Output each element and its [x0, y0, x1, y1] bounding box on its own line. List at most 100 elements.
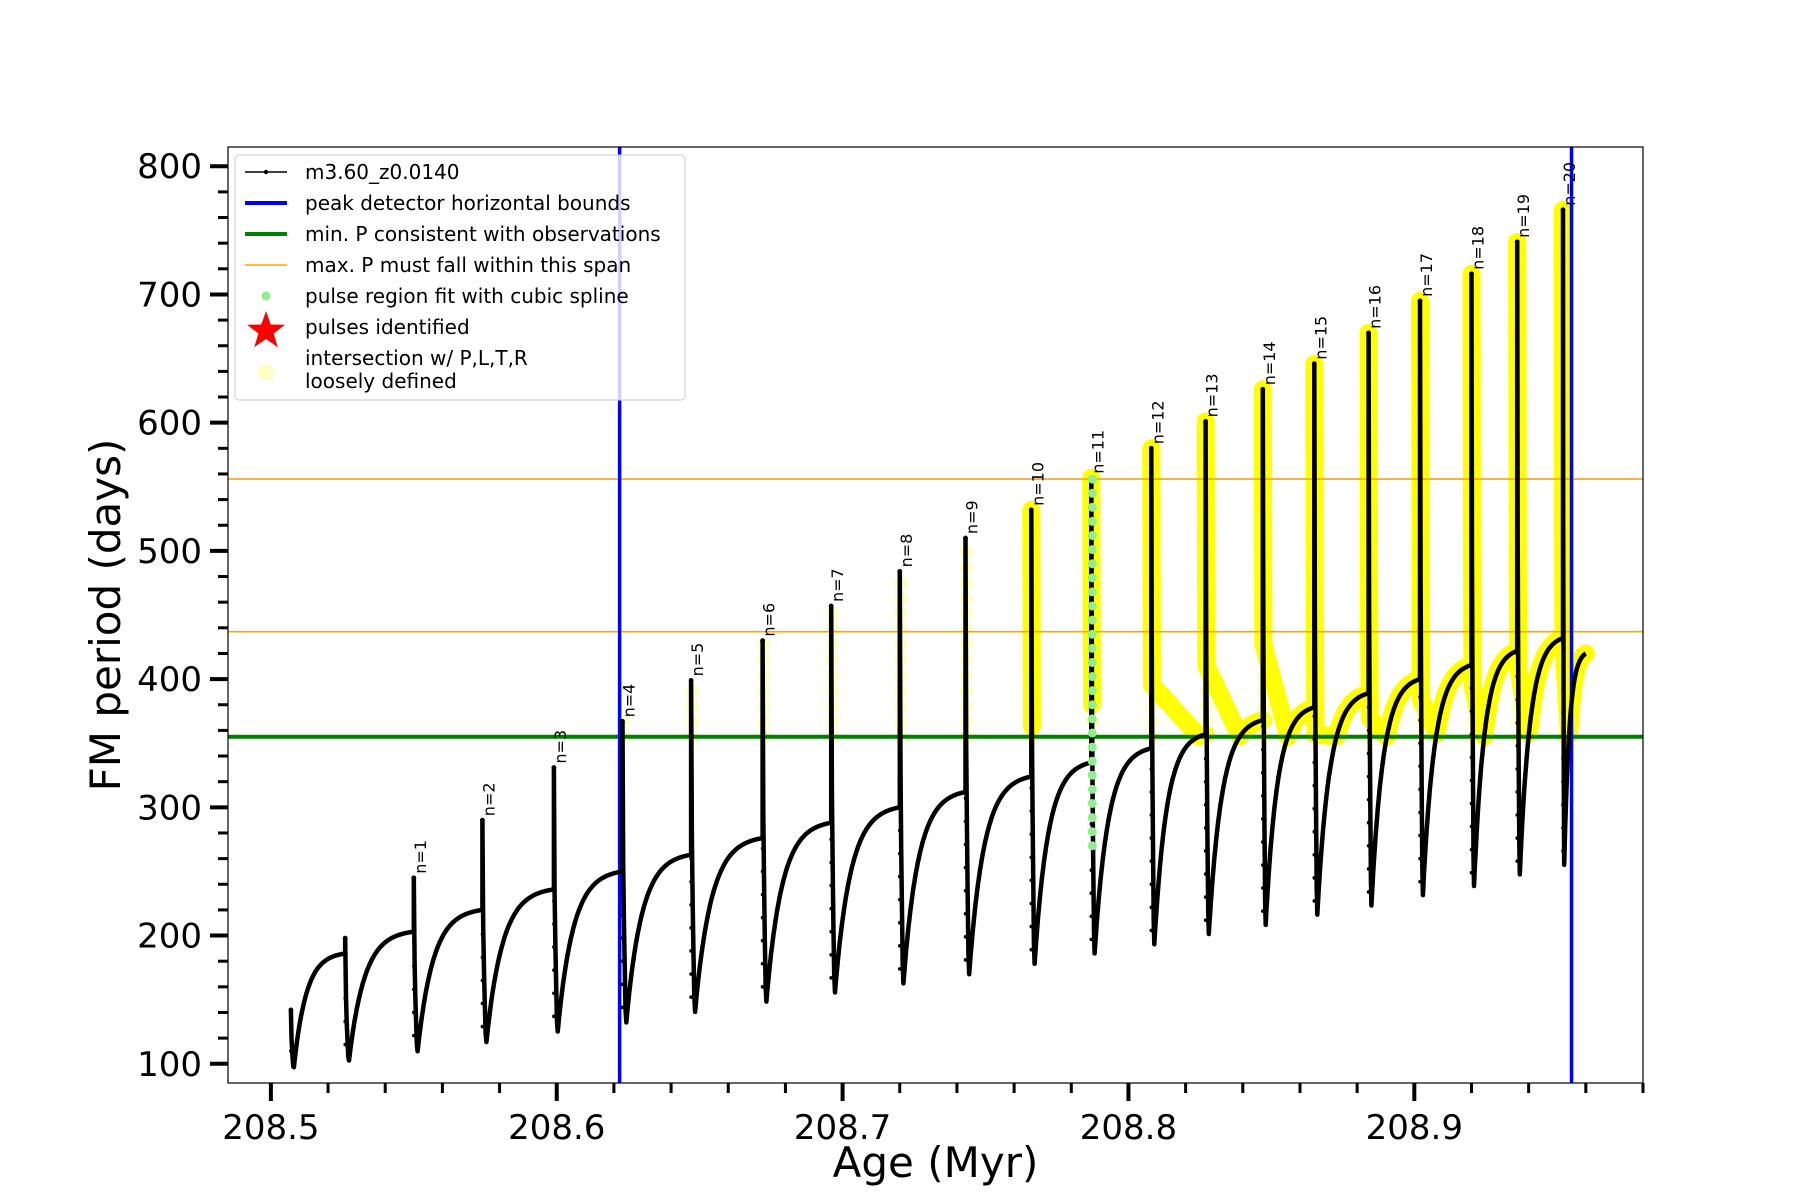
series-point	[1515, 605, 1520, 610]
series-point	[343, 1042, 348, 1047]
pulse-label: n=14	[1260, 341, 1279, 385]
series-point	[760, 661, 765, 666]
series-point	[897, 690, 902, 694]
series-point	[412, 918, 416, 922]
series-point	[1312, 576, 1317, 580]
series-point	[552, 922, 556, 926]
series-point	[1469, 686, 1474, 690]
pulse-label: n=4	[620, 684, 639, 718]
series-point	[897, 574, 902, 579]
series-point	[897, 944, 902, 948]
spline-point	[1087, 531, 1097, 541]
series-point	[1561, 410, 1565, 415]
series-point	[412, 1010, 416, 1015]
series-point	[1418, 741, 1422, 746]
series-point	[1366, 428, 1371, 433]
series-point	[1515, 628, 1520, 633]
spline-point	[1087, 798, 1097, 808]
series-point	[829, 768, 833, 772]
series-point	[963, 727, 968, 731]
series-point	[897, 967, 902, 971]
series-point	[1561, 272, 1565, 276]
series-point	[620, 728, 625, 733]
series-point	[1515, 813, 1520, 817]
series-point	[1312, 414, 1317, 419]
spline-region-markers	[1087, 474, 1097, 851]
y-axis-ticks: 100 200 300 400 500 600 700 800	[137, 147, 228, 1085]
series-point	[829, 837, 833, 842]
series-point	[1149, 743, 1154, 748]
series-point	[1203, 733, 1208, 738]
series-point	[1515, 420, 1520, 425]
series-point	[620, 751, 625, 756]
series-point	[1203, 526, 1208, 530]
series-point	[1469, 870, 1474, 875]
series-point	[1149, 836, 1154, 840]
series-point	[1261, 701, 1265, 706]
series-point	[1029, 786, 1034, 790]
series-point	[1149, 882, 1154, 887]
spline-point	[1087, 573, 1097, 583]
series-point	[1418, 649, 1422, 653]
series-point	[1469, 847, 1474, 852]
series-peak-point	[1560, 207, 1566, 213]
series-point	[1561, 572, 1565, 576]
series-point	[760, 892, 765, 897]
series-point	[1261, 586, 1265, 590]
series-point	[1149, 813, 1154, 817]
series-peak-point	[411, 875, 417, 881]
series-point	[1203, 479, 1208, 484]
y-tick-label: 100	[137, 1045, 202, 1085]
series-point	[1366, 474, 1371, 479]
series-point	[1149, 513, 1154, 517]
series-peak-point	[480, 817, 485, 823]
series-peak-point	[897, 569, 903, 574]
series-point	[829, 906, 833, 911]
series-point	[1149, 582, 1154, 587]
series-point	[1561, 249, 1565, 253]
series-point	[1469, 570, 1474, 575]
series-point	[552, 852, 556, 857]
series-point	[1029, 763, 1034, 767]
series-peak-point	[1469, 271, 1474, 277]
plot-frame	[227, 146, 1644, 1084]
series-point	[620, 1005, 625, 1010]
series-point	[760, 708, 765, 712]
series-point	[1418, 418, 1422, 422]
series-point	[897, 851, 902, 856]
series-point	[1149, 859, 1154, 863]
series-point	[1418, 395, 1422, 399]
series-point	[480, 932, 485, 937]
series-point	[1515, 259, 1520, 263]
x-axis-ticks: 208.5 208.6 208.7 208.8 208.9	[222, 1083, 1645, 1148]
legend-intersection-swatch	[258, 364, 274, 380]
x-tick-label: 208.7	[794, 1108, 891, 1148]
series-point	[1029, 670, 1034, 675]
series-point	[829, 699, 833, 703]
series-point	[963, 796, 968, 801]
series-point	[1418, 695, 1422, 699]
series-point	[1312, 437, 1317, 442]
series-point	[963, 681, 968, 685]
series-point	[1469, 363, 1474, 367]
series-point	[1515, 443, 1520, 448]
series-point	[1261, 770, 1265, 775]
spline-point	[1087, 700, 1097, 710]
series-point	[897, 874, 902, 879]
series-point	[760, 846, 765, 851]
series-point	[1203, 687, 1208, 692]
legend-label: loosely defined	[305, 369, 457, 393]
legend-star-swatch	[247, 311, 285, 348]
series-point	[1366, 659, 1371, 663]
series-point	[1418, 510, 1422, 515]
spline-point	[1087, 672, 1097, 682]
series-point	[1261, 817, 1265, 821]
series-peak-point	[1417, 298, 1423, 304]
series-point	[1561, 433, 1565, 438]
series-point	[1203, 595, 1208, 599]
series-point	[1149, 490, 1154, 494]
series-point	[1515, 513, 1520, 517]
series-point	[1515, 651, 1520, 656]
series-point	[1089, 937, 1094, 942]
